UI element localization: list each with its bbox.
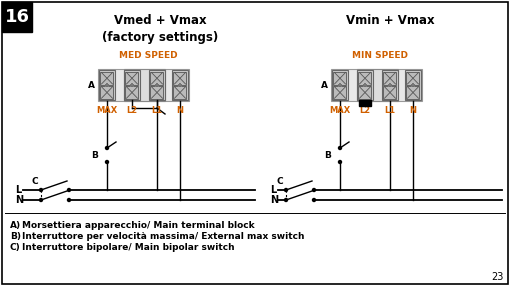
Text: B: B xyxy=(92,150,98,160)
Text: B: B xyxy=(324,150,331,160)
Circle shape xyxy=(338,146,341,150)
Text: L1: L1 xyxy=(151,106,162,115)
Circle shape xyxy=(363,84,365,86)
Bar xyxy=(406,86,419,99)
Circle shape xyxy=(39,188,42,192)
Bar xyxy=(100,86,114,99)
Circle shape xyxy=(89,149,101,161)
Text: Vmed + Vmax
(factory settings): Vmed + Vmax (factory settings) xyxy=(102,14,218,44)
Bar xyxy=(330,69,421,101)
Text: C: C xyxy=(32,178,38,186)
Circle shape xyxy=(105,146,108,150)
Text: N: N xyxy=(269,195,277,205)
Circle shape xyxy=(318,79,329,91)
Bar xyxy=(333,72,346,85)
Text: C): C) xyxy=(10,243,21,252)
Circle shape xyxy=(105,84,108,86)
Bar xyxy=(150,72,163,85)
Bar xyxy=(356,69,397,101)
Bar xyxy=(98,69,189,101)
Circle shape xyxy=(155,84,158,86)
Text: A: A xyxy=(320,80,327,90)
Bar xyxy=(125,86,138,99)
Circle shape xyxy=(338,84,341,86)
Circle shape xyxy=(284,198,287,202)
Bar xyxy=(150,86,163,99)
Circle shape xyxy=(85,79,97,91)
Circle shape xyxy=(273,176,286,188)
Text: L1: L1 xyxy=(384,106,395,115)
Text: 23: 23 xyxy=(491,272,503,282)
Bar xyxy=(100,72,114,85)
Bar xyxy=(358,86,371,99)
Text: A: A xyxy=(88,80,94,90)
Bar xyxy=(383,72,395,85)
Text: L: L xyxy=(15,185,21,195)
Text: N: N xyxy=(176,106,183,115)
Bar xyxy=(172,70,188,100)
Circle shape xyxy=(67,198,70,202)
Circle shape xyxy=(29,176,41,188)
Bar xyxy=(124,69,165,101)
Circle shape xyxy=(284,188,287,192)
Text: 16: 16 xyxy=(5,8,30,26)
Text: MED SPEED: MED SPEED xyxy=(119,51,177,60)
Text: MAX: MAX xyxy=(329,106,350,115)
Bar xyxy=(2,2,32,32)
Circle shape xyxy=(39,198,42,202)
Text: A): A) xyxy=(10,221,21,230)
Text: Interruttore per velocità massima/ External max switch: Interruttore per velocità massima/ Exter… xyxy=(22,232,304,241)
Bar xyxy=(356,70,372,100)
Text: N: N xyxy=(409,106,416,115)
Circle shape xyxy=(388,84,390,86)
Bar xyxy=(99,70,115,100)
Bar xyxy=(383,86,395,99)
Bar xyxy=(173,86,186,99)
Text: MIN SPEED: MIN SPEED xyxy=(351,51,407,60)
Text: B): B) xyxy=(10,232,21,241)
Text: Vmin + Vmax: Vmin + Vmax xyxy=(345,14,434,27)
Circle shape xyxy=(130,84,133,86)
Circle shape xyxy=(67,188,70,192)
Circle shape xyxy=(411,84,413,86)
Bar xyxy=(406,72,419,85)
Bar xyxy=(404,70,420,100)
Text: N: N xyxy=(15,195,23,205)
Circle shape xyxy=(312,188,315,192)
Bar xyxy=(333,86,346,99)
Bar xyxy=(358,100,370,106)
Text: Interruttore bipolare/ Main bipolar switch: Interruttore bipolare/ Main bipolar swit… xyxy=(22,243,234,252)
Circle shape xyxy=(105,160,108,164)
Text: MAX: MAX xyxy=(96,106,118,115)
Bar xyxy=(173,72,186,85)
Bar xyxy=(149,70,165,100)
Bar xyxy=(331,70,347,100)
Text: Morsettiera apparecchio/ Main terminal block: Morsettiera apparecchio/ Main terminal b… xyxy=(22,221,254,230)
Text: C: C xyxy=(276,178,283,186)
Text: L: L xyxy=(269,185,276,195)
Circle shape xyxy=(338,160,341,164)
Text: L2: L2 xyxy=(359,106,370,115)
Bar xyxy=(381,70,397,100)
Circle shape xyxy=(179,84,181,86)
Bar xyxy=(124,70,140,100)
Bar xyxy=(358,72,371,85)
Bar xyxy=(125,72,138,85)
Text: L2: L2 xyxy=(126,106,137,115)
Circle shape xyxy=(321,149,333,161)
Circle shape xyxy=(312,198,315,202)
